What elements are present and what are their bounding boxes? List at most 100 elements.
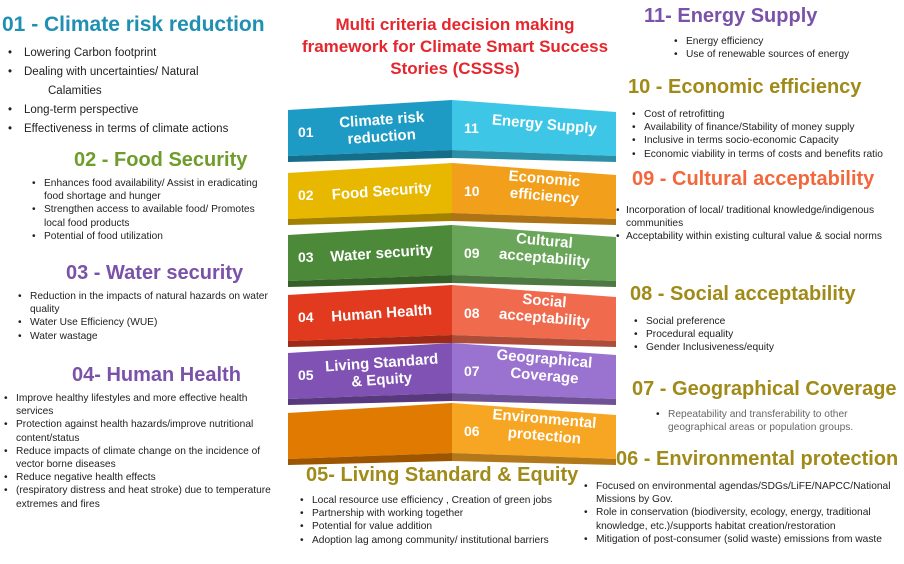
slab-right-edge: [452, 213, 616, 225]
list-item: Adoption lag among community/ institutio…: [296, 534, 578, 547]
list-item: Potential of food utilization: [28, 230, 258, 243]
section-list: Lowering Carbon footprint Dealing with u…: [2, 44, 265, 139]
section-heading: 09 - Cultural acceptability: [632, 168, 875, 190]
slab-left-edge: [288, 213, 452, 225]
slab-right-edge: [452, 150, 616, 162]
list-item: Reduce negative health effects: [0, 471, 288, 484]
list-item: Reduce impacts of climate change on the …: [0, 445, 288, 458]
slab-number: 06: [464, 423, 480, 439]
section-heading: 06 - Environmental protection: [616, 448, 899, 470]
section-food-security: 02 - Food Security Enhances food availab…: [28, 149, 258, 244]
section-heading: 02 - Food Security: [74, 149, 248, 171]
slab-label: Economic: [508, 167, 581, 190]
list-item: Reduction in the impacts of natural haza…: [14, 290, 268, 303]
list-item: knowledge, etc.)/supports habitat creati…: [596, 520, 836, 532]
list-item: Role in conservation (biodiversity, ecol…: [580, 506, 900, 519]
slab-right-edge: [452, 335, 616, 347]
slab-right-face: [452, 403, 616, 459]
section-heading: 04- Human Health: [72, 364, 241, 386]
section-geographical-coverage: 07 - Geographical Coverage Repeatability…: [632, 379, 897, 434]
list-item: services: [16, 406, 54, 418]
list-item: Water Use Efficiency (WUE): [14, 316, 268, 329]
section-social-acceptability: 08 - Social acceptability Social prefere…: [630, 284, 856, 355]
list-item: extremes and fires: [16, 498, 100, 510]
list-item: food shortage and hunger: [44, 191, 161, 203]
list-item: communities: [626, 218, 684, 230]
slab-label: efficiency: [509, 185, 580, 208]
slab-label: Social: [522, 291, 568, 312]
slab-left-face: [288, 100, 452, 156]
slab-right-face: [452, 343, 616, 399]
section-list: Reduction in the impacts of natural haza…: [14, 290, 268, 343]
slab-right-face: [452, 285, 616, 341]
list-item: Cost of retrofitting: [628, 108, 883, 121]
list-item: Dealing with uncertainties/ Natural: [2, 63, 265, 82]
list-item: Strengthen access to available food/ Pro…: [28, 203, 258, 216]
slab-left-face: [288, 285, 452, 341]
list-item: Gender Inclusiveness/equity: [630, 341, 856, 354]
slab-number: 01: [298, 124, 314, 140]
section-cultural-acceptability: 09 - Cultural acceptability Incorporatio…: [612, 169, 904, 244]
section-human-health: 04- Human Health Improve healthy lifesty…: [0, 365, 288, 511]
slab-left-edge: [288, 393, 452, 405]
slab-left-face: [288, 163, 452, 219]
slab-left-face: [288, 225, 452, 281]
list-item: quality: [30, 304, 60, 316]
section-climate-risk-reduction: 01 - Climate risk reduction Lowering Car…: [2, 13, 265, 139]
list-item: Procedural equality: [630, 328, 856, 341]
slab-left-edge: [288, 150, 452, 162]
list-item: local food products: [44, 217, 130, 229]
section-living-standard-equity: 05- Living Standard & Equity Local resou…: [296, 465, 578, 548]
slab-right-face: [452, 163, 616, 219]
list-item: (respiratory distress and heat stroke) d…: [0, 484, 288, 497]
section-list: Repeatability and transferability to oth…: [652, 408, 897, 434]
list-item: Potential for value addition: [296, 520, 578, 533]
slab-left-face: [288, 343, 452, 399]
list-item: Lowering Carbon footprint: [2, 44, 265, 63]
section-environmental-protection: 06 - Environmental protection Focused on…: [580, 448, 900, 547]
slab-label: Coverage: [510, 365, 580, 388]
section-heading: 11- Energy Supply: [644, 5, 818, 27]
section-heading: 10 - Economic efficiency: [628, 76, 862, 98]
section-economic-efficiency: 10 - Economic efficiency Cost of retrofi…: [628, 76, 883, 162]
slab-label: Human Health: [331, 302, 433, 326]
list-item: Missions by Gov.: [596, 494, 673, 506]
section-list: Incorporation of local/ traditional know…: [612, 204, 904, 244]
section-heading: 08 - Social acceptability: [630, 283, 856, 305]
section-list: Cost of retrofitting Availability of fin…: [628, 108, 883, 161]
slab-number: 08: [464, 305, 480, 321]
slab-number: 11: [464, 120, 479, 136]
list-item: Energy efficiency: [670, 35, 849, 48]
slab-number: 02: [298, 187, 314, 203]
slab-number: 04: [298, 309, 314, 325]
diagram-title: Multi criteria decision making framework…: [301, 15, 609, 78]
section-list: Enhances food availability/ Assist in er…: [28, 177, 258, 243]
list-item: geographical areas or population groups.: [668, 422, 854, 434]
list-item: Calamities: [48, 85, 102, 98]
list-item: Long-term perspective: [2, 101, 265, 120]
slab-number: 05: [298, 367, 314, 383]
list-item: Protection against health hazards/improv…: [0, 418, 288, 431]
slab-right-face: [452, 100, 616, 156]
list-item: Availability of finance/Stability of mon…: [628, 121, 883, 134]
list-item: Acceptability within existing cultural v…: [612, 230, 904, 243]
section-list: Local resource use efficiency , Creation…: [296, 494, 578, 547]
list-item: Economic viability in terms of costs and…: [628, 148, 883, 161]
section-energy-supply: 11- Energy Supply Energy efficiency Use …: [644, 5, 849, 62]
list-item: Local resource use efficiency , Creation…: [296, 494, 578, 507]
list-item: Effectiveness in terms of climate action…: [2, 120, 265, 139]
slab-label: & Equity: [351, 369, 414, 390]
list-item: Social preference: [630, 315, 856, 328]
list-item: Mitigation of post-consumer (solid waste…: [580, 533, 900, 546]
slab-number: 10: [464, 183, 480, 199]
list-item: vector borne diseases: [16, 459, 116, 471]
list-item: Inclusive in terms socio-economic Capaci…: [628, 134, 883, 147]
slab-label: protection: [507, 424, 582, 447]
list-item: Use of renewable sources of energy: [670, 48, 849, 61]
slab-left-edge: [288, 335, 452, 347]
list-item: content/status: [16, 432, 80, 444]
slab-right-edge: [452, 275, 616, 287]
section-list: Improve healthy lifestyles and more effe…: [0, 392, 288, 511]
slab-label: Cultural: [515, 230, 573, 252]
